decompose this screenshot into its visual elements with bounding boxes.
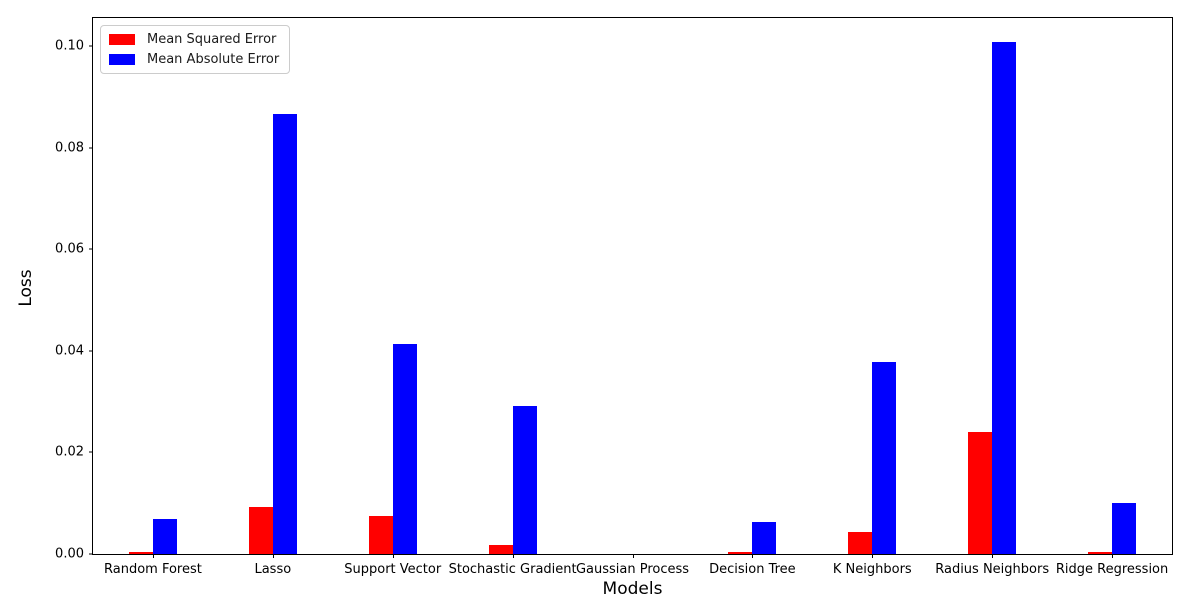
y-tick-mark [89, 553, 93, 555]
bar-mean-squared-error [368, 516, 393, 554]
bar-mean-absolute-error [1112, 502, 1137, 554]
x-tick-label: K Neighbors [832, 562, 912, 577]
bar-group-k-neighbors: K Neighbors [812, 18, 932, 577]
bar-mean-absolute-error [992, 41, 1017, 554]
x-tick-mark [992, 554, 994, 558]
bar-group-ridge-regression: Ridge Regression [1052, 18, 1172, 577]
y-tick-label: 0.06 [55, 241, 84, 257]
legend-item-mae: Mean Absolute Error [109, 53, 279, 66]
bar-mean-squared-error [968, 431, 993, 554]
bar-group-decision-tree: Decision Tree [692, 18, 812, 577]
x-tick-label: Radius Neighbors [935, 562, 1050, 577]
y-tick-mark [89, 451, 93, 453]
bar-pair [368, 343, 417, 554]
x-tick-label: Gaussian Process [575, 562, 690, 577]
y-tick-mark [89, 45, 93, 47]
y-axis-label: Loss [16, 269, 36, 307]
y-tick-label: 0.10 [55, 38, 84, 54]
x-tick-mark [872, 554, 874, 558]
y-tick-label: 0.00 [55, 546, 84, 562]
bar-pair [248, 114, 297, 554]
x-tick-mark [512, 554, 514, 558]
legend: Mean Squared Error Mean Absolute Error [100, 25, 291, 74]
y-tick-mark [89, 248, 93, 250]
x-tick-label: Random Forest [104, 562, 202, 577]
bar-pair [128, 519, 177, 554]
bar-pair [848, 361, 897, 554]
x-tick-mark [152, 554, 154, 558]
legend-label-mae: Mean Absolute Error [147, 52, 280, 67]
bar-pair [728, 521, 777, 554]
y-tick-mark [89, 147, 93, 149]
bar-mean-absolute-error [872, 361, 897, 554]
bar-pair [1088, 502, 1137, 554]
bar-mean-absolute-error [152, 519, 177, 554]
bar-group-lasso: Lasso [213, 18, 333, 577]
bar-pair [968, 41, 1017, 554]
x-tick-mark [1112, 554, 1114, 558]
bar-mean-absolute-error [752, 521, 777, 554]
bar-mean-squared-error [248, 507, 273, 554]
y-tick-label: 0.04 [55, 343, 84, 359]
x-tick-label: Stochastic Gradient [448, 562, 577, 577]
plot-area: 0.00 0.02 0.04 0.06 0.08 0.10 Random Forest La… [55, 17, 1173, 577]
y-tick-mark [89, 350, 93, 352]
bar-group-random-forest: Random Forest [93, 18, 213, 577]
mse-color-swatch [109, 34, 135, 45]
x-tick-mark [752, 554, 754, 558]
bar-group-support-vector: Support Vector [333, 18, 453, 577]
x-tick-label: Decision Tree [709, 562, 796, 577]
x-tick-label: Support Vector [344, 562, 442, 577]
bar-mean-absolute-error [392, 343, 417, 554]
bar-mean-absolute-error [272, 114, 297, 554]
y-tick-label: 0.02 [55, 444, 84, 460]
bar-groups: Random Forest Lasso Support Vector Stochast… [93, 18, 1172, 577]
legend-item-mse: Mean Squared Error [109, 33, 279, 46]
bar-group-radius-neighbors: Radius Neighbors [932, 18, 1052, 577]
x-tick-mark [272, 554, 274, 558]
bar-mean-squared-error [848, 532, 873, 554]
x-tick-label: Lasso [254, 562, 292, 577]
x-axis-label: Models [602, 579, 663, 599]
y-tick-label: 0.08 [55, 140, 84, 156]
bar-pair [488, 406, 537, 554]
bar-mean-absolute-error [512, 406, 537, 554]
bar-group-gaussian-process: Gaussian Process [573, 18, 693, 577]
x-tick-mark [632, 554, 634, 558]
x-tick-label: Ridge Regression [1055, 562, 1169, 577]
bar-mean-squared-error [728, 551, 753, 554]
bar-mean-squared-error [128, 552, 153, 554]
bar-mean-squared-error [1088, 552, 1113, 554]
bar-mean-squared-error [488, 545, 513, 554]
mae-color-swatch [109, 54, 135, 65]
x-tick-mark [392, 554, 394, 558]
legend-label-mse: Mean Squared Error [147, 32, 277, 47]
bar-group-stochastic-gradient: Stochastic Gradient [449, 18, 577, 577]
